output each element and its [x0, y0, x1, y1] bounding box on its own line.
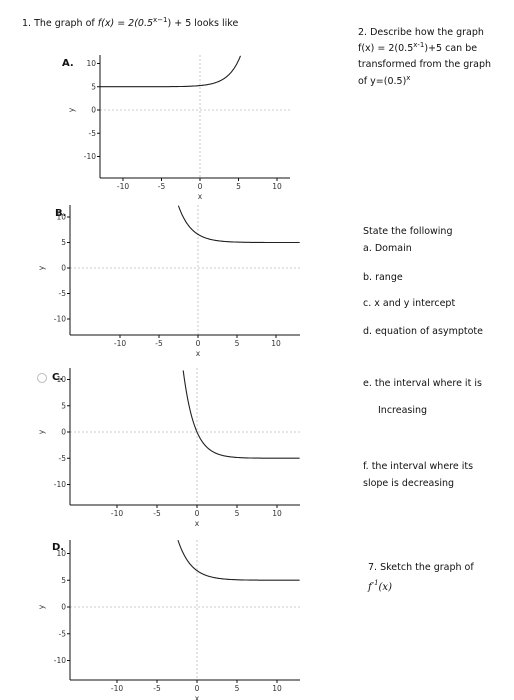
y-axis-label: y — [67, 107, 76, 112]
q2-exponent: x-1 — [413, 41, 424, 49]
state-list: State the following a. Domain b. range c. … — [363, 226, 483, 489]
q7-base: f — [367, 582, 374, 593]
option-letter: A. — [62, 58, 74, 69]
q1-exponent: x−1 — [153, 16, 167, 24]
x-axis-label: x — [195, 694, 200, 700]
y-tick-label: -10 — [54, 315, 66, 324]
y-tick-label: 5 — [61, 238, 66, 247]
radio-button[interactable] — [37, 373, 47, 383]
state-item: e. the interval where it is — [363, 378, 482, 389]
y-tick-label: 10 — [56, 375, 66, 384]
x-tick-label: 5 — [235, 684, 240, 693]
q2-formula: f(x) = 2(0.5 — [358, 43, 413, 54]
y-tick-label: -10 — [84, 152, 96, 161]
x-tick-label: -10 — [117, 182, 129, 191]
x-tick-label: -10 — [111, 509, 123, 518]
curve — [177, 205, 300, 244]
curve — [177, 540, 300, 581]
curve — [182, 370, 300, 459]
q2-line: of y=(0.5)x — [358, 74, 410, 87]
y-axis-label: y — [37, 604, 46, 609]
q7-formula: f-1(x) — [367, 579, 392, 593]
y-tick-label: 5 — [61, 576, 66, 585]
q2-exponent: x — [406, 74, 410, 82]
y-tick-label: 5 — [61, 401, 66, 410]
question-7: 7. Sketch the graph of f-1(x) — [367, 562, 474, 593]
x-tick-label: 0 — [195, 684, 200, 693]
y-tick-label: 10 — [56, 549, 66, 558]
question-1: 1. The graph of f(x) = 2(0.5x−1) + 5 loo… — [22, 16, 238, 29]
y-tick-label: 10 — [56, 213, 66, 222]
q1-formula-rest: ) + 5 — [168, 18, 192, 29]
state-item: Increasing — [378, 405, 427, 416]
option-letter: B. — [55, 208, 66, 219]
q2-line: 2. Describe how the graph — [358, 27, 484, 38]
state-heading: State the following — [363, 226, 453, 237]
x-tick-label: 10 — [271, 339, 281, 348]
question-2: 2. Describe how the graph f(x) = 2(0.5x-… — [358, 27, 491, 87]
state-item: a. Domain — [363, 243, 412, 254]
y-axis-label: y — [37, 429, 46, 434]
y-tick-label: 0 — [91, 106, 96, 115]
y-tick-label: -5 — [59, 629, 67, 638]
state-item: d. equation of asymptote — [363, 326, 483, 337]
x-tick-label: 5 — [236, 182, 241, 191]
x-tick-label: 10 — [272, 684, 282, 693]
x-tick-label: 0 — [196, 339, 201, 348]
x-axis-label: x — [196, 349, 201, 358]
graph: A. 10 5 0 -5 -10 -10 -5 0 5 10 x y — [62, 55, 290, 201]
x-tick-label: -5 — [153, 684, 161, 693]
q2-formula: of y=(0.5) — [358, 76, 406, 87]
state-item: slope is decreasing — [363, 478, 454, 489]
option-letter: C. — [52, 372, 63, 383]
y-tick-label: 0 — [61, 603, 66, 612]
q7-line: 7. Sketch the graph of — [368, 562, 474, 573]
y-tick-label: 0 — [61, 264, 66, 273]
y-tick-label: -10 — [54, 480, 66, 489]
y-tick-label: -5 — [89, 129, 97, 138]
x-tick-label: 5 — [235, 509, 240, 518]
y-tick-label: 10 — [86, 59, 96, 68]
x-tick-label: -5 — [158, 182, 166, 191]
curve — [100, 55, 242, 88]
option-letter: D. — [52, 542, 64, 553]
x-axis-label: x — [195, 519, 200, 528]
y-axis-label: y — [37, 265, 46, 270]
y-tick-label: -5 — [59, 289, 67, 298]
x-tick-label: -10 — [111, 684, 123, 693]
state-item: c. x and y intercept — [363, 298, 455, 309]
x-axis-label: x — [198, 192, 203, 201]
q1-tail: looks like — [194, 18, 238, 29]
x-tick-label: 10 — [272, 182, 282, 191]
q2-line: transformed from the graph — [358, 59, 491, 70]
q1-lead: 1. The graph of — [22, 18, 95, 29]
y-tick-label: -5 — [59, 454, 67, 463]
q2-line: f(x) = 2(0.5x-1)+5 can be — [358, 41, 477, 54]
x-tick-label: -5 — [155, 339, 163, 348]
state-item: b. range — [363, 272, 403, 283]
x-tick-label: 10 — [272, 509, 282, 518]
x-tick-label: -10 — [114, 339, 126, 348]
q7-exponent: -1 — [372, 579, 379, 587]
x-tick-label: 0 — [198, 182, 203, 191]
x-tick-label: -5 — [153, 509, 161, 518]
y-tick-label: 5 — [91, 82, 96, 91]
q1-formula: f(x) = 2(0.5 — [98, 18, 153, 29]
state-item: f. the interval where its — [363, 461, 473, 472]
q2-formula-rest: )+5 can be — [424, 43, 477, 54]
x-tick-label: 5 — [235, 339, 240, 348]
q7-rest: (x) — [379, 582, 393, 593]
y-tick-label: -10 — [54, 656, 66, 665]
y-tick-label: 0 — [61, 428, 66, 437]
x-tick-label: 0 — [195, 509, 200, 518]
